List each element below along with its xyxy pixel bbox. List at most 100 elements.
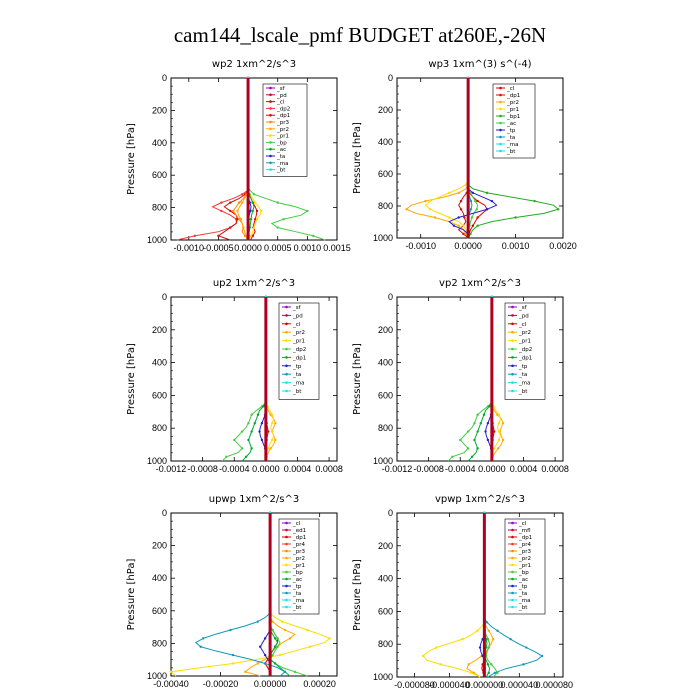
legend-label: _pr3 xyxy=(276,120,290,126)
legend-label: _dp1 xyxy=(506,93,520,99)
legend-label: _dp1 xyxy=(518,535,532,541)
series-point xyxy=(263,637,267,640)
legend-label: _bp1 xyxy=(506,114,520,120)
series-point xyxy=(429,199,432,203)
legend-marker xyxy=(511,584,514,588)
series-point xyxy=(306,209,309,213)
series-point xyxy=(263,662,267,665)
series-point xyxy=(263,653,267,657)
chart-panel-1: wp2 1xm^2/s^3 Pressure [hPa] 0 200 400 600 800… xyxy=(126,59,351,253)
series-point xyxy=(202,637,205,640)
legend-marker xyxy=(499,142,502,146)
legend-marker xyxy=(285,339,288,342)
y-tick-label: 800 xyxy=(152,423,167,433)
y-tick-label: 600 xyxy=(378,606,393,616)
legend-marker xyxy=(511,372,514,376)
legend-marker xyxy=(285,372,288,376)
legend-label: _cl xyxy=(518,521,527,527)
series-point xyxy=(244,670,247,674)
series-point xyxy=(217,234,220,238)
series-point xyxy=(466,430,470,433)
chart-panel-2: wp3 1xm^(3) s^(-4) Pressure [hPa] 0 200 400 6… xyxy=(352,59,577,251)
series-point xyxy=(328,637,331,640)
y-tick-label: 400 xyxy=(378,574,393,584)
series-point xyxy=(487,671,490,674)
series-point xyxy=(473,438,476,442)
legend-label: _mfl xyxy=(518,528,531,534)
chart-panel-4: vp2 1xm^2/s^3 Pressure [hPa] 0 200 400 600 800… xyxy=(352,278,569,474)
legend-marker xyxy=(285,584,288,588)
y-tick-label: 0 xyxy=(162,292,167,302)
legend-marker xyxy=(285,542,288,546)
series-point xyxy=(260,438,264,442)
legend-label: _pr1 xyxy=(518,339,531,345)
series-point xyxy=(276,637,279,640)
x-tick-label: -0.0005 xyxy=(203,243,234,253)
y-tick-label: 1000 xyxy=(147,235,167,245)
series-point xyxy=(464,183,467,186)
series-point xyxy=(485,208,489,211)
series-point xyxy=(485,191,489,195)
legend-marker xyxy=(511,549,514,553)
legend-marker xyxy=(511,339,514,342)
x-tick-label: 0.0000 xyxy=(478,464,506,474)
series-point xyxy=(557,208,560,211)
series-point xyxy=(240,201,244,204)
panel-title: upwp 1xm^2/s^3 xyxy=(209,494,299,505)
series-point xyxy=(282,218,285,221)
series-point xyxy=(250,430,253,433)
panel-title: vpwp 1xm^2/s^3 xyxy=(435,494,525,505)
legend-label: _ta xyxy=(276,154,285,160)
series-point xyxy=(487,629,490,632)
x-tick-label: 0.0000 xyxy=(454,241,482,251)
x-tick-label: 0.0000 xyxy=(252,464,280,474)
legend-label: _ma xyxy=(506,142,518,148)
legend-marker xyxy=(269,134,272,137)
series-point xyxy=(457,216,460,219)
series-point xyxy=(250,413,253,416)
y-tick-label: 400 xyxy=(378,358,393,368)
series-point xyxy=(488,405,491,408)
y-tick-label: 0 xyxy=(388,508,393,518)
series-point xyxy=(256,413,260,416)
series-line xyxy=(424,78,469,238)
legend-marker xyxy=(285,556,288,560)
x-tick-label: -0.0008 xyxy=(187,464,218,474)
legend-marker xyxy=(285,605,288,609)
series-point xyxy=(271,653,274,657)
legend-label: _ma xyxy=(292,381,304,387)
series-line xyxy=(448,297,493,462)
series-point xyxy=(433,216,437,219)
x-tick-label: 0.0020 xyxy=(549,241,577,251)
y-tick-label: 600 xyxy=(378,390,393,400)
legend-marker xyxy=(499,107,502,111)
series-point xyxy=(476,447,479,450)
series-point xyxy=(255,209,259,213)
series-point xyxy=(193,234,196,238)
series-point xyxy=(270,438,274,442)
series-point xyxy=(459,208,463,211)
legend-marker xyxy=(511,556,514,560)
panel-title: up2 1xm^2/s^3 xyxy=(213,278,295,289)
x-tick-label: -0.000040 xyxy=(429,680,470,690)
series-point xyxy=(308,645,311,648)
legend-label: _ta xyxy=(518,372,527,378)
series-point xyxy=(237,201,241,204)
legend-label: _pr1 xyxy=(518,563,531,569)
series-point xyxy=(463,216,466,219)
series-point xyxy=(247,421,250,425)
series-point xyxy=(239,218,243,221)
x-tick-label: -0.0004 xyxy=(445,464,476,474)
series-point xyxy=(514,216,517,219)
series-point xyxy=(476,413,479,416)
x-tick-label: 0.0004 xyxy=(510,464,538,474)
legend-label: _ta xyxy=(292,372,301,378)
y-axis-label: Pressure [hPa] xyxy=(352,343,363,415)
y-tick-label: 800 xyxy=(378,423,393,433)
x-tick-label: 0.0004 xyxy=(284,464,312,474)
series-point xyxy=(478,646,482,649)
series-point xyxy=(462,224,465,227)
legend-label: _ac xyxy=(506,121,516,127)
series-point xyxy=(501,438,505,442)
legend-marker xyxy=(285,389,288,393)
